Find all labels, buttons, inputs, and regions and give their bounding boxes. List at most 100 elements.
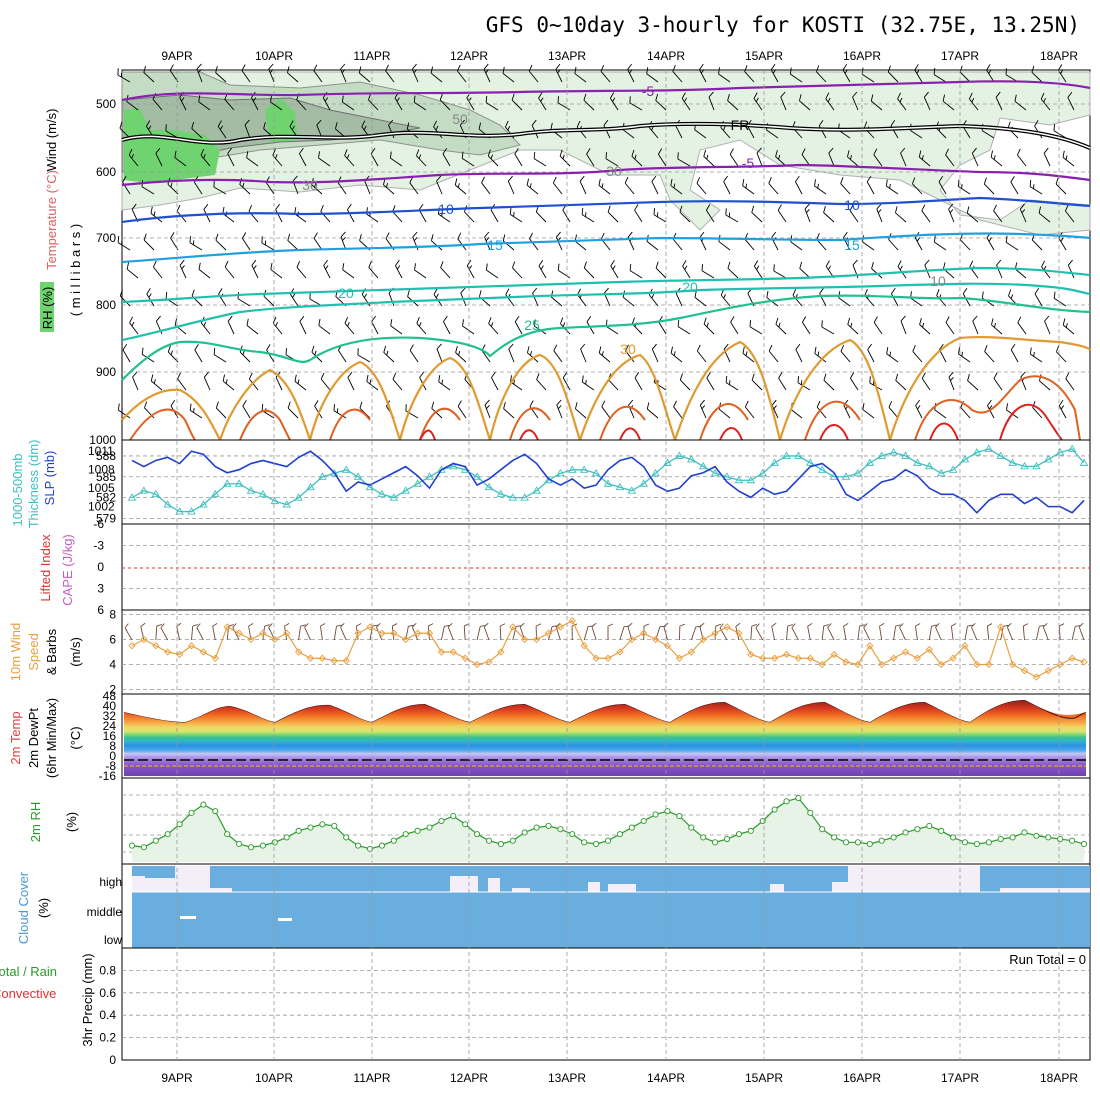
thickness-point <box>341 465 351 473</box>
thickness-point <box>139 486 149 494</box>
upper-wind-barb <box>1067 259 1075 279</box>
rh2m-point <box>247 844 255 851</box>
bottom-date-label-10APR: 10APR <box>255 1071 293 1085</box>
wind10-tick-6: 6 <box>109 633 116 647</box>
upper-wind-barb <box>933 67 947 83</box>
label-rh2m: 2m RH <box>28 802 43 842</box>
rh2m-point <box>854 839 861 846</box>
contour-minus5-lower <box>121 163 1091 187</box>
pressure-tick-800: 800 <box>96 298 116 312</box>
thickness-point <box>960 454 970 463</box>
wind10-point <box>223 623 231 631</box>
upper-wind-barb <box>942 94 955 111</box>
thickness-point <box>1008 458 1017 466</box>
contour-label: FR <box>731 117 750 133</box>
wind10-barb <box>463 623 470 641</box>
wind10-barb <box>160 623 169 641</box>
wind10-barb <box>915 623 921 641</box>
thickness-point <box>1032 461 1041 470</box>
wind10-point <box>878 660 886 669</box>
label-temp2m-b: 2m DewPt <box>26 708 41 768</box>
upper-wind-barb <box>443 315 451 335</box>
upper-wind-barb <box>117 235 131 251</box>
thickness-point <box>889 448 898 456</box>
thickness-point <box>734 475 744 484</box>
wind10-barb <box>320 623 326 641</box>
upper-wind-barb <box>491 371 499 391</box>
wind10-point <box>925 645 933 654</box>
wind10-barb <box>971 622 978 641</box>
rh2m-point <box>474 831 481 838</box>
upper-wind-barb <box>703 149 715 167</box>
upper-wind-barb <box>840 344 851 363</box>
upper-wind-barb <box>320 372 331 391</box>
wind10-point <box>532 635 541 644</box>
upper-wind-barb <box>919 318 931 335</box>
upper-wind-barb <box>725 208 739 223</box>
rh2m-point <box>747 827 754 834</box>
wind10-barb <box>304 623 311 641</box>
upper-wind-barb <box>203 371 211 391</box>
temp2m-tick-24: 24 <box>103 719 117 733</box>
wind10-point <box>235 629 243 637</box>
wind10-barb <box>140 622 146 641</box>
slp-tick-1005: 1005 <box>88 481 115 495</box>
upper-wind-barb <box>462 319 475 335</box>
upper-wind-barb <box>198 262 211 279</box>
upper-wind-barb <box>266 344 275 363</box>
wind10-point <box>354 629 362 637</box>
contour-30 <box>121 335 1092 441</box>
upper-wind-barb <box>1019 203 1027 223</box>
upper-wind-barb <box>795 175 803 195</box>
wind10-barb <box>827 623 835 641</box>
upper-wind-barb <box>268 63 275 83</box>
thickness-point <box>234 479 244 487</box>
wind10-point <box>175 650 184 659</box>
rh2m-point <box>1080 840 1088 848</box>
upper-wind-barb <box>342 263 355 279</box>
slp-panel: 588 585 582 579 1011 1008 1005 1002 <box>88 439 1091 526</box>
label-rh2m-unit: (%) <box>64 812 79 832</box>
thickness-point <box>996 451 1005 459</box>
wind10-barb <box>284 623 290 641</box>
upper-wind-barb <box>681 92 691 111</box>
label-wind10-b: Speed <box>26 633 41 671</box>
temp2m-tick--8: -8 <box>105 759 116 773</box>
upper-wind-barb <box>581 375 595 391</box>
wind10-barb <box>678 623 686 641</box>
wind10-tick-2: 2 <box>109 683 116 697</box>
upper-wind-barb <box>957 179 971 195</box>
wind10-point <box>640 629 648 637</box>
wind10-point <box>187 642 196 650</box>
thickness-tick-582: 582 <box>96 491 116 505</box>
upper-wind-barb <box>552 176 563 195</box>
upper-wind-barb <box>646 67 659 83</box>
wind10-point <box>663 642 672 650</box>
wind10-point <box>1056 660 1064 669</box>
upper-wind-barb <box>771 399 779 419</box>
label-thickness: 1000-500mb <box>10 454 25 527</box>
wind10-barb <box>176 622 182 641</box>
upper-wind-barb <box>431 401 443 419</box>
rh2m-point <box>271 839 278 846</box>
wind10-point <box>306 654 315 662</box>
upper-wind-barb <box>677 152 691 167</box>
upper-wind-barb <box>299 315 307 335</box>
wind10-point <box>497 648 505 656</box>
rh2m-point <box>771 806 778 813</box>
upper-wind-barb <box>730 316 739 335</box>
wind10-barb <box>483 622 490 641</box>
thickness-point <box>294 493 303 501</box>
upper-wind-barb <box>241 232 251 251</box>
wind10-point <box>473 660 481 669</box>
upper-wind-barb <box>411 63 419 83</box>
rh2m-point <box>938 827 945 834</box>
upper-wind-barb <box>885 179 899 195</box>
top-date-label-13APR: 13APR <box>548 49 586 63</box>
temp2m-tick-32: 32 <box>103 709 117 723</box>
cape-tick-labels: -6 -3 0 3 6 <box>93 517 104 617</box>
rh2m-point <box>509 837 516 844</box>
upper-wind-barb <box>580 343 587 363</box>
wind10-barb <box>232 623 240 641</box>
